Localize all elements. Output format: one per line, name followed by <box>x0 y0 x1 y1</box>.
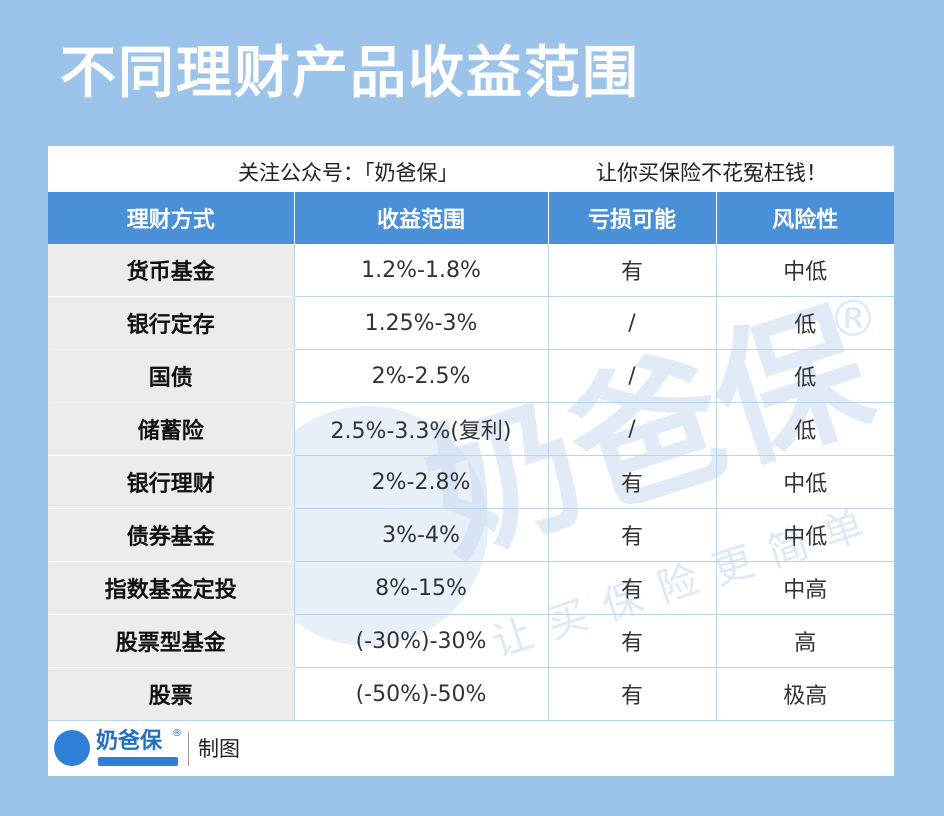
brand-logo: 奶爸保 ® <box>54 728 182 768</box>
row-loss: 有 <box>548 614 717 668</box>
row-range: 2%-2.8% <box>294 455 549 509</box>
row-loss: 有 <box>548 244 717 297</box>
table-row: 债券基金 3%-4% 有 中低 <box>48 508 894 562</box>
page-title: 不同理财产品收益范围 <box>60 41 640 106</box>
row-name: 股票 <box>48 667 295 721</box>
table-header-row: 理财方式 收益范围 亏损可能 风险性 <box>48 192 894 244</box>
row-range: 1.25%-3% <box>294 296 549 350</box>
row-loss: 有 <box>548 508 717 562</box>
row-loss: / <box>548 349 717 403</box>
row-name: 银行定存 <box>48 296 295 350</box>
header-loss: 亏损可能 <box>548 192 717 244</box>
row-risk: 低 <box>716 296 894 350</box>
row-loss: / <box>548 296 717 350</box>
row-range: (-50%)-50% <box>294 667 549 721</box>
footer-divider <box>188 732 189 766</box>
table-row: 储蓄险 2.5%-3.3%(复利) / 低 <box>48 402 894 456</box>
row-risk: 中高 <box>716 561 894 615</box>
row-range: 2%-2.5% <box>294 349 549 403</box>
row-range: 8%-15% <box>294 561 549 615</box>
logo-registered-mark: ® <box>172 728 182 739</box>
row-risk: 中低 <box>716 508 894 562</box>
row-risk: 中低 <box>716 244 894 297</box>
subtitle-slogan: 让你买保险不花冤枉钱！ <box>596 161 827 185</box>
header-method: 理财方式 <box>48 192 295 244</box>
logo-tagline-bar <box>98 757 178 766</box>
table-row: 股票型基金 (-30%)-30% 有 高 <box>48 614 894 668</box>
subtitle-follow: 关注公众号：「奶爸保」 <box>238 161 459 185</box>
row-name: 储蓄险 <box>48 402 295 456</box>
row-risk: 中低 <box>716 455 894 509</box>
logo-text: 奶爸保 <box>96 729 163 754</box>
row-name: 债券基金 <box>48 508 295 562</box>
row-name: 指数基金定投 <box>48 561 295 615</box>
row-loss: 有 <box>548 561 717 615</box>
row-risk: 极高 <box>716 667 894 721</box>
row-loss: / <box>548 402 717 456</box>
row-risk: 低 <box>716 402 894 456</box>
header-range: 收益范围 <box>294 192 549 244</box>
row-range: 3%-4% <box>294 508 549 562</box>
table-row: 指数基金定投 8%-15% 有 中高 <box>48 561 894 615</box>
row-range: 2.5%-3.3%(复利) <box>294 402 549 456</box>
table-row: 银行理财 2%-2.8% 有 中低 <box>48 455 894 509</box>
made-by-label: 制图 <box>198 737 240 761</box>
table-row: 货币基金 1.2%-1.8% 有 中低 <box>48 244 894 297</box>
row-name: 股票型基金 <box>48 614 295 668</box>
footer: 奶爸保 ® 制图 <box>48 722 894 776</box>
row-risk: 低 <box>716 349 894 403</box>
row-risk: 高 <box>716 614 894 668</box>
table-card: 关注公众号：「奶爸保」 让你买保险不花冤枉钱！ 奶爸保 ® 让买保险更简单 理财… <box>48 146 894 776</box>
row-name: 货币基金 <box>48 244 295 297</box>
row-loss: 有 <box>548 455 717 509</box>
returns-table: 理财方式 收益范围 亏损可能 风险性 货币基金 1.2%-1.8% 有 中低 银… <box>48 192 894 721</box>
header-risk: 风险性 <box>716 192 894 244</box>
table-row: 银行定存 1.25%-3% / 低 <box>48 296 894 350</box>
row-loss: 有 <box>548 667 717 721</box>
table-row: 股票 (-50%)-50% 有 极高 <box>48 667 894 721</box>
table-row: 国债 2%-2.5% / 低 <box>48 349 894 403</box>
figure-icon <box>54 730 90 766</box>
row-name: 银行理财 <box>48 455 295 509</box>
row-range: 1.2%-1.8% <box>294 244 549 297</box>
row-range: (-30%)-30% <box>294 614 549 668</box>
row-name: 国债 <box>48 349 295 403</box>
